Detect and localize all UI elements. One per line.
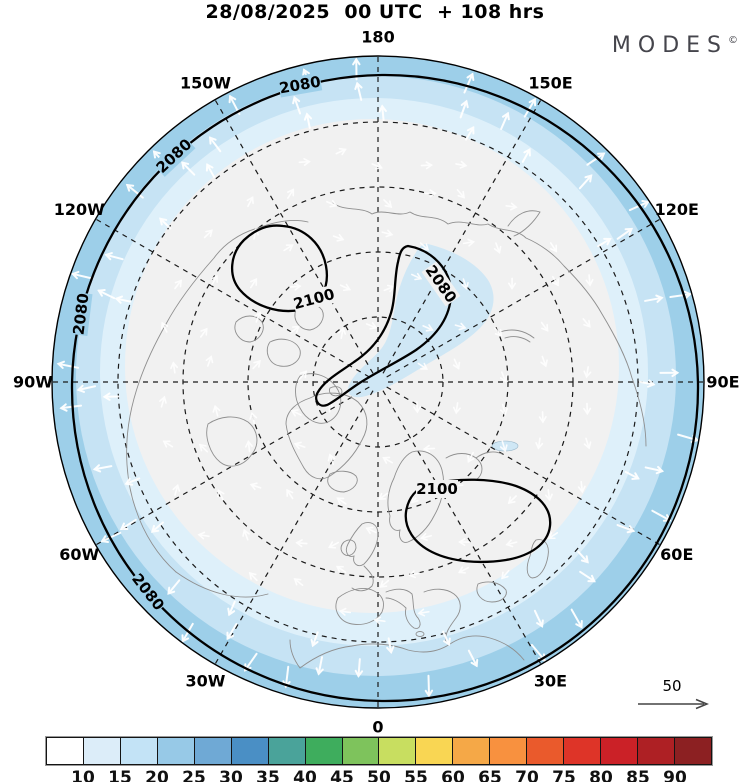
coastlines	[126, 202, 647, 669]
colorbar-tick-label: 85	[626, 768, 650, 782]
coastline	[423, 588, 461, 643]
colorbar: 10 15 20 25 30 35 40 45 50 55 60 65 70 75 80 85 90	[45, 736, 717, 782]
coastline	[335, 587, 384, 625]
colorbar-tick-label: 25	[182, 768, 206, 782]
colorbar-cell	[267, 737, 306, 765]
meridian-label-150W: 150W	[180, 74, 231, 93]
coastline	[499, 329, 535, 343]
contour-2100-loop-west	[231, 224, 328, 313]
colorbar-cell	[489, 737, 528, 765]
colorbar-cell	[156, 737, 195, 765]
colorbar-cell	[563, 737, 602, 765]
coastline	[445, 451, 503, 481]
colorbar-cell	[452, 737, 491, 765]
colorbar-cell	[637, 737, 675, 765]
colorbar-tick-label: 45	[330, 768, 354, 782]
meridian-label-120W: 120W	[54, 200, 105, 219]
meridian-label-150E: 150E	[528, 74, 572, 93]
colorbar-tick-label: 90	[663, 768, 687, 782]
contour-2100-loop-east	[404, 478, 552, 564]
modes-logo: MODES©	[612, 33, 738, 58]
colorbar-cell	[82, 737, 121, 765]
island	[415, 631, 425, 637]
coastline	[234, 315, 264, 343]
coastline	[476, 581, 507, 603]
colorbar-cell	[119, 737, 158, 765]
meridian-labels: 180 150E 120E 90E 60E 30E 0 30W 60W 90W 120W 150W	[13, 28, 740, 737]
colorbar-tick-label: 75	[552, 768, 576, 782]
svg-text:2100: 2100	[416, 480, 458, 498]
coastline	[345, 522, 379, 567]
meridian-label-90W: 90W	[13, 373, 53, 392]
meridian-label-60W: 60W	[59, 545, 99, 564]
height-contours	[70, 73, 700, 703]
wind-arrows-interior	[159, 147, 594, 625]
coastline	[351, 565, 374, 592]
colorbar-cells	[45, 736, 713, 766]
colorbar-cell	[230, 737, 269, 765]
contour-2080-ring	[70, 73, 700, 703]
coastline	[206, 416, 258, 467]
colorbar-tick-label: 50	[367, 768, 391, 782]
colorbar-tick-label: 80	[589, 768, 613, 782]
wind-arrows-rim	[56, 57, 700, 698]
coastline	[266, 338, 301, 367]
colorbar-tick-label: 10	[71, 768, 95, 782]
coastline	[507, 210, 541, 237]
page-title: 28/08/2025 00 UTC + 108 hrs	[205, 1, 545, 23]
colorbar-cell	[526, 737, 565, 765]
coastline	[340, 539, 357, 556]
colorbar-tick-label: 55	[404, 768, 428, 782]
contour-label: 2100	[416, 480, 458, 498]
colorbar-tick-label: 40	[293, 768, 317, 782]
meridian-label-120E: 120E	[655, 200, 699, 219]
reference-arrow-label: 50	[662, 677, 681, 695]
wind-reference: 50	[638, 677, 709, 710]
colorbar-cell	[378, 737, 417, 765]
reference-arrowhead-icon	[695, 698, 709, 710]
coastline	[175, 571, 269, 598]
meridian-label-30W: 30W	[186, 671, 226, 690]
coastline	[285, 392, 368, 480]
coastline	[332, 202, 647, 447]
colorbar-tick-label: 15	[108, 768, 132, 782]
colorbar-cell	[341, 737, 380, 765]
coastline	[526, 539, 549, 579]
colorbar-cell	[304, 737, 343, 765]
colorbar-tick-label: 20	[145, 768, 169, 782]
contour-2080-trough	[315, 244, 453, 407]
coastline	[126, 219, 309, 573]
coastline	[289, 635, 525, 669]
meridian-label-90E: 90E	[706, 373, 739, 392]
coastline	[385, 588, 421, 629]
colorbar-tick-labels: 10 15 20 25 30 35 40 45 50 55 60 65 70 75 80 85 90	[45, 766, 717, 782]
colorbar-tick-label: 60	[441, 768, 465, 782]
colorbar-cell	[673, 737, 712, 765]
contour-label: 2080	[69, 292, 93, 336]
colorbar-cell	[415, 737, 454, 765]
copyright-mark: ©	[728, 35, 738, 46]
svg-text:2080: 2080	[70, 292, 93, 336]
colorbar-tick-label: 70	[515, 768, 539, 782]
meridian-label-30E: 30E	[534, 671, 567, 690]
meridian-label-60E: 60E	[660, 545, 693, 564]
colorbar-tick-label: 30	[219, 768, 243, 782]
coastline	[328, 386, 343, 397]
colorbar-tick-label: 35	[256, 768, 280, 782]
meridian-label-180: 180	[361, 28, 394, 47]
colorbar-cell	[46, 737, 84, 765]
colorbar-cell	[193, 737, 232, 765]
map-boundary	[51, 55, 705, 709]
coastline	[327, 470, 358, 493]
colorbar-cell	[600, 737, 638, 765]
modes-logo-text: MODES	[611, 33, 728, 58]
meridian-label-0: 0	[372, 718, 383, 735]
colorbar-tick-label: 65	[478, 768, 502, 782]
coastline	[387, 450, 445, 543]
arctic-shading-patch	[347, 243, 494, 398]
